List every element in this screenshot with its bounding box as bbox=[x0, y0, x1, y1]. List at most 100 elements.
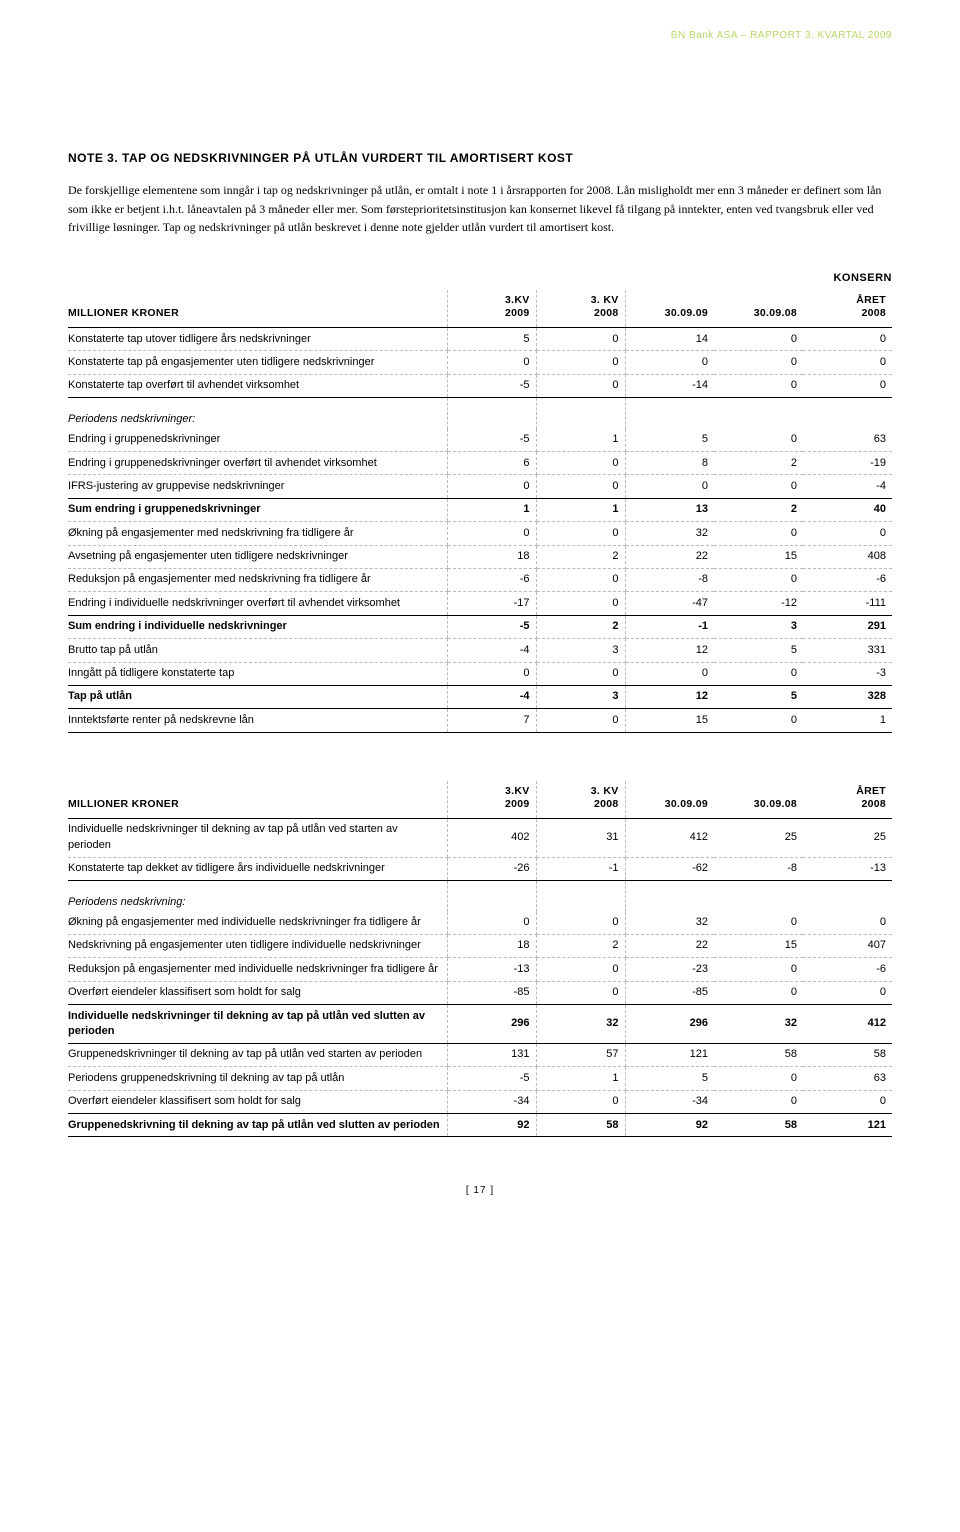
cell: 0 bbox=[536, 981, 625, 1004]
cell: 0 bbox=[536, 912, 625, 935]
row-label: Nedskrivning på engasjementer uten tidli… bbox=[68, 934, 447, 957]
cell: 0 bbox=[625, 662, 714, 685]
row-label: Gruppenedskrivninger til dekning av tap … bbox=[68, 1043, 447, 1066]
cell: 0 bbox=[803, 1090, 892, 1113]
cell: -1 bbox=[625, 615, 714, 638]
cell: -26 bbox=[447, 857, 536, 880]
cell: 15 bbox=[714, 934, 803, 957]
table-row: Periodens nedskrivninger: bbox=[68, 398, 892, 429]
cell: 18 bbox=[447, 934, 536, 957]
cell: 92 bbox=[625, 1114, 714, 1137]
row-label: Økning på engasjementer med nedskrivning… bbox=[68, 522, 447, 545]
cell: 0 bbox=[536, 592, 625, 615]
cell: -5 bbox=[447, 1067, 536, 1090]
cell: -4 bbox=[803, 475, 892, 498]
cell: 31 bbox=[536, 818, 625, 857]
row-label: Avsetning på engasjementer uten tidliger… bbox=[68, 545, 447, 568]
cell: -34 bbox=[625, 1090, 714, 1113]
cell: 5 bbox=[447, 328, 536, 351]
cell bbox=[803, 881, 892, 912]
cell: 92 bbox=[447, 1114, 536, 1137]
table-row: Gruppenedskrivninger til dekning av tap … bbox=[68, 1043, 892, 1066]
table-row: Overført eiendeler klassifisert som hold… bbox=[68, 1090, 892, 1113]
cell: 0 bbox=[803, 374, 892, 397]
cell: -23 bbox=[625, 958, 714, 981]
cell: 0 bbox=[714, 958, 803, 981]
cell: 408 bbox=[803, 545, 892, 568]
cell: 0 bbox=[714, 351, 803, 374]
cell: 40 bbox=[803, 498, 892, 521]
cell: 25 bbox=[714, 818, 803, 857]
cell: 1 bbox=[536, 498, 625, 521]
table-row: Periodens nedskrivning: bbox=[68, 881, 892, 912]
table-row: Brutto tap på utlån-43125331 bbox=[68, 639, 892, 662]
cell: 0 bbox=[803, 328, 892, 351]
th-3kv2009: 3.KV2009 bbox=[447, 781, 536, 819]
cell: -6 bbox=[803, 568, 892, 591]
table-row: Konstaterte tap på engasjementer uten ti… bbox=[68, 351, 892, 374]
cell: 0 bbox=[536, 452, 625, 475]
cell: -5 bbox=[447, 429, 536, 452]
cell: 0 bbox=[714, 1090, 803, 1113]
cell: 6 bbox=[447, 452, 536, 475]
cell: 296 bbox=[625, 1005, 714, 1044]
table-row: Reduksjon på engasjementer med individue… bbox=[68, 958, 892, 981]
cell: 32 bbox=[714, 1005, 803, 1044]
th-3kv2009: 3.KV2009 bbox=[447, 290, 536, 328]
table-row: IFRS-justering av gruppevise nedskrivnin… bbox=[68, 475, 892, 498]
table-row: Sum endring i individuelle nedskrivninge… bbox=[68, 615, 892, 638]
cell bbox=[536, 881, 625, 912]
row-label: Periodens nedskrivninger: bbox=[68, 398, 447, 429]
row-label: Gruppenedskrivning til dekning av tap på… bbox=[68, 1114, 447, 1137]
cell: 2 bbox=[536, 615, 625, 638]
cell: 2 bbox=[714, 498, 803, 521]
cell: 15 bbox=[714, 545, 803, 568]
row-label: Endring i gruppenedskrivninger bbox=[68, 429, 447, 452]
cell: -4 bbox=[447, 639, 536, 662]
cell: 0 bbox=[447, 475, 536, 498]
cell: -85 bbox=[447, 981, 536, 1004]
cell: 412 bbox=[625, 818, 714, 857]
cell: 5 bbox=[714, 639, 803, 662]
cell: 331 bbox=[803, 639, 892, 662]
cell: 3 bbox=[714, 615, 803, 638]
cell: 0 bbox=[536, 475, 625, 498]
table-row: Økning på engasjementer med nedskrivning… bbox=[68, 522, 892, 545]
cell bbox=[714, 398, 803, 429]
th-3kv2008: 3. KV2008 bbox=[536, 781, 625, 819]
cell: 5 bbox=[625, 1067, 714, 1090]
cell: 0 bbox=[714, 475, 803, 498]
cell: -14 bbox=[625, 374, 714, 397]
cell: 0 bbox=[536, 351, 625, 374]
cell: -8 bbox=[714, 857, 803, 880]
cell: -6 bbox=[803, 958, 892, 981]
th-300908: 30.09.08 bbox=[714, 781, 803, 819]
cell: 0 bbox=[536, 374, 625, 397]
cell: -47 bbox=[625, 592, 714, 615]
row-label: Overført eiendeler klassifisert som hold… bbox=[68, 1090, 447, 1113]
table-row: Konstaterte tap dekket av tidligere års … bbox=[68, 857, 892, 880]
cell: 18 bbox=[447, 545, 536, 568]
table-row: Gruppenedskrivning til dekning av tap på… bbox=[68, 1114, 892, 1137]
th-300908: 30.09.08 bbox=[714, 290, 803, 328]
cell: 0 bbox=[536, 328, 625, 351]
cell: -17 bbox=[447, 592, 536, 615]
cell: 0 bbox=[447, 912, 536, 935]
table-row: Sum endring i gruppenedskrivninger111324… bbox=[68, 498, 892, 521]
cell: 5 bbox=[625, 429, 714, 452]
cell: 0 bbox=[714, 912, 803, 935]
table-row: Overført eiendeler klassifisert som hold… bbox=[68, 981, 892, 1004]
cell: 12 bbox=[625, 639, 714, 662]
cell: 291 bbox=[803, 615, 892, 638]
row-label: Konstaterte tap utover tidligere års ned… bbox=[68, 328, 447, 351]
cell bbox=[714, 881, 803, 912]
table-1: MILLIONER KRONER 3.KV2009 3. KV2008 30.0… bbox=[68, 290, 892, 733]
cell: 402 bbox=[447, 818, 536, 857]
cell: -19 bbox=[803, 452, 892, 475]
cell: 22 bbox=[625, 934, 714, 957]
cell: -12 bbox=[714, 592, 803, 615]
cell: 0 bbox=[803, 522, 892, 545]
note-title: NOTE 3. TAP OG NEDSKRIVNINGER PÅ UTLÅN V… bbox=[68, 151, 892, 165]
row-label: Sum endring i gruppenedskrivninger bbox=[68, 498, 447, 521]
cell: -5 bbox=[447, 374, 536, 397]
